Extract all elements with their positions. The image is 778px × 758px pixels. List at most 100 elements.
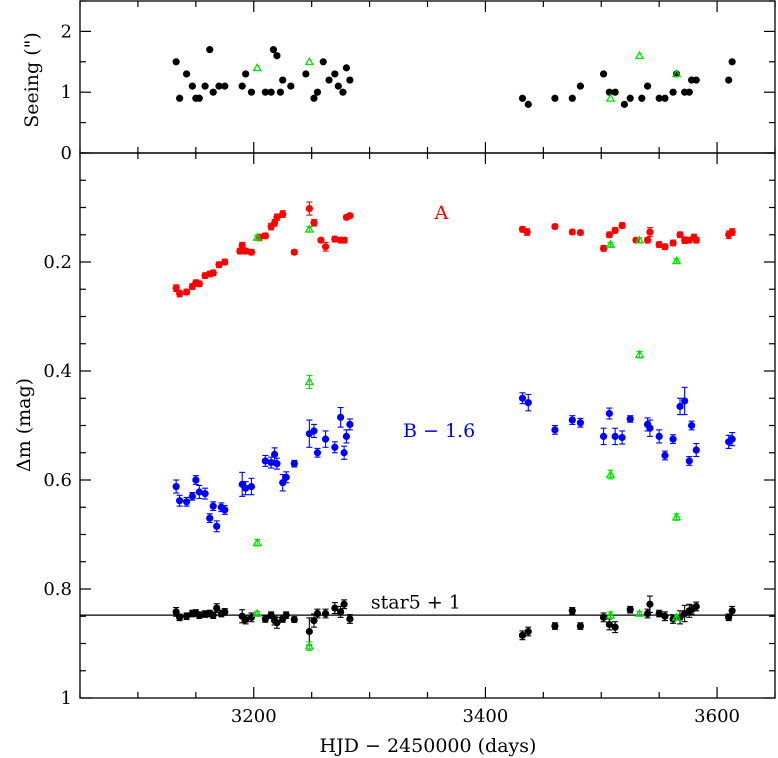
data-point [279,479,287,487]
seeing-y-axis-label: Seeing (") [21,32,43,128]
data-point [182,288,191,296]
data-point [669,88,677,96]
data-point [215,82,223,90]
data-point [172,482,180,491]
data-point [310,427,318,435]
annotation-A: A [434,202,449,224]
data-point [261,615,269,623]
data-point [290,460,298,468]
data-point [655,240,663,249]
data-point [313,88,322,96]
data-point [287,82,295,90]
data-point [242,615,250,624]
data-point [279,210,287,218]
data-point [209,502,217,510]
data-point [337,413,345,421]
data-point [655,609,663,618]
data-point [206,514,214,522]
data-point [626,606,634,614]
data-point [638,94,646,102]
data-point [655,94,663,102]
data-point [334,82,342,90]
data-point [626,94,634,102]
data-point [346,420,354,429]
x-tick-label: 3200 [231,706,277,727]
data-point [568,228,576,236]
data-point [182,70,191,78]
data-point [242,247,250,255]
data-point [551,426,559,434]
data-point [325,76,333,84]
data-point [523,228,531,236]
data-point [221,82,229,90]
data-point [279,76,287,84]
data-point [339,88,347,96]
data-point [267,88,275,96]
data-point-triangle [671,612,682,621]
lightcurve-points [172,201,736,652]
data-point [209,88,217,96]
data-point [728,228,736,236]
data-point [524,627,532,636]
data-point [331,604,339,612]
y-tick-label: 0.4 [43,361,72,382]
data-point [518,631,527,639]
data-point [646,600,654,608]
data-point [669,239,677,247]
data-point [310,219,318,227]
data-point [611,226,619,234]
x-tick-label: 3600 [694,706,740,727]
x-tick-labels: 3200 3400 3600 [231,706,740,727]
data-point [340,236,348,244]
data-point [605,409,613,418]
data-point-triangle [634,50,645,60]
data-point [661,612,669,620]
y-tick-label: 0 [61,143,72,164]
data-point [238,242,246,250]
y-tick-label: 0.6 [43,470,72,491]
data-point [340,600,348,608]
data-point-triangle [605,469,616,478]
data-point-triangle [671,69,682,78]
data-point [213,522,221,530]
lightcurve-y-axis-label: Δm (mag) [13,378,35,472]
data-point [261,457,269,465]
data-point-triangle [671,512,682,521]
data-point [661,94,669,102]
data-point [669,435,677,443]
data-point [261,88,269,96]
data-point [271,450,279,458]
data-point [195,280,203,288]
data-point [321,243,330,251]
y-tick-label: 0.8 [43,579,72,600]
data-point-triangle [304,224,315,233]
data-point [195,488,203,496]
data-point [176,290,184,298]
data-point [605,231,613,239]
data-point [209,611,217,619]
data-point [247,613,256,621]
data-point-triangle [304,641,315,650]
data-point [176,94,184,102]
data-point [728,435,736,443]
data-point [209,269,217,277]
data-point [221,506,229,514]
data-point [346,212,354,220]
x-tick-label: 3400 [463,706,509,727]
data-point [331,443,339,451]
data-point [342,64,351,72]
data-point [340,449,348,457]
data-point [576,622,585,630]
data-point [692,76,700,84]
data-point [599,432,608,440]
data-point [655,432,663,440]
data-point [728,607,736,615]
data-point-triangle [605,610,616,619]
data-point [290,248,298,256]
data-point [576,228,585,237]
data-point [247,248,256,256]
data-point [313,449,322,457]
data-point [282,473,290,481]
data-point [195,94,203,102]
data-point [568,416,576,424]
